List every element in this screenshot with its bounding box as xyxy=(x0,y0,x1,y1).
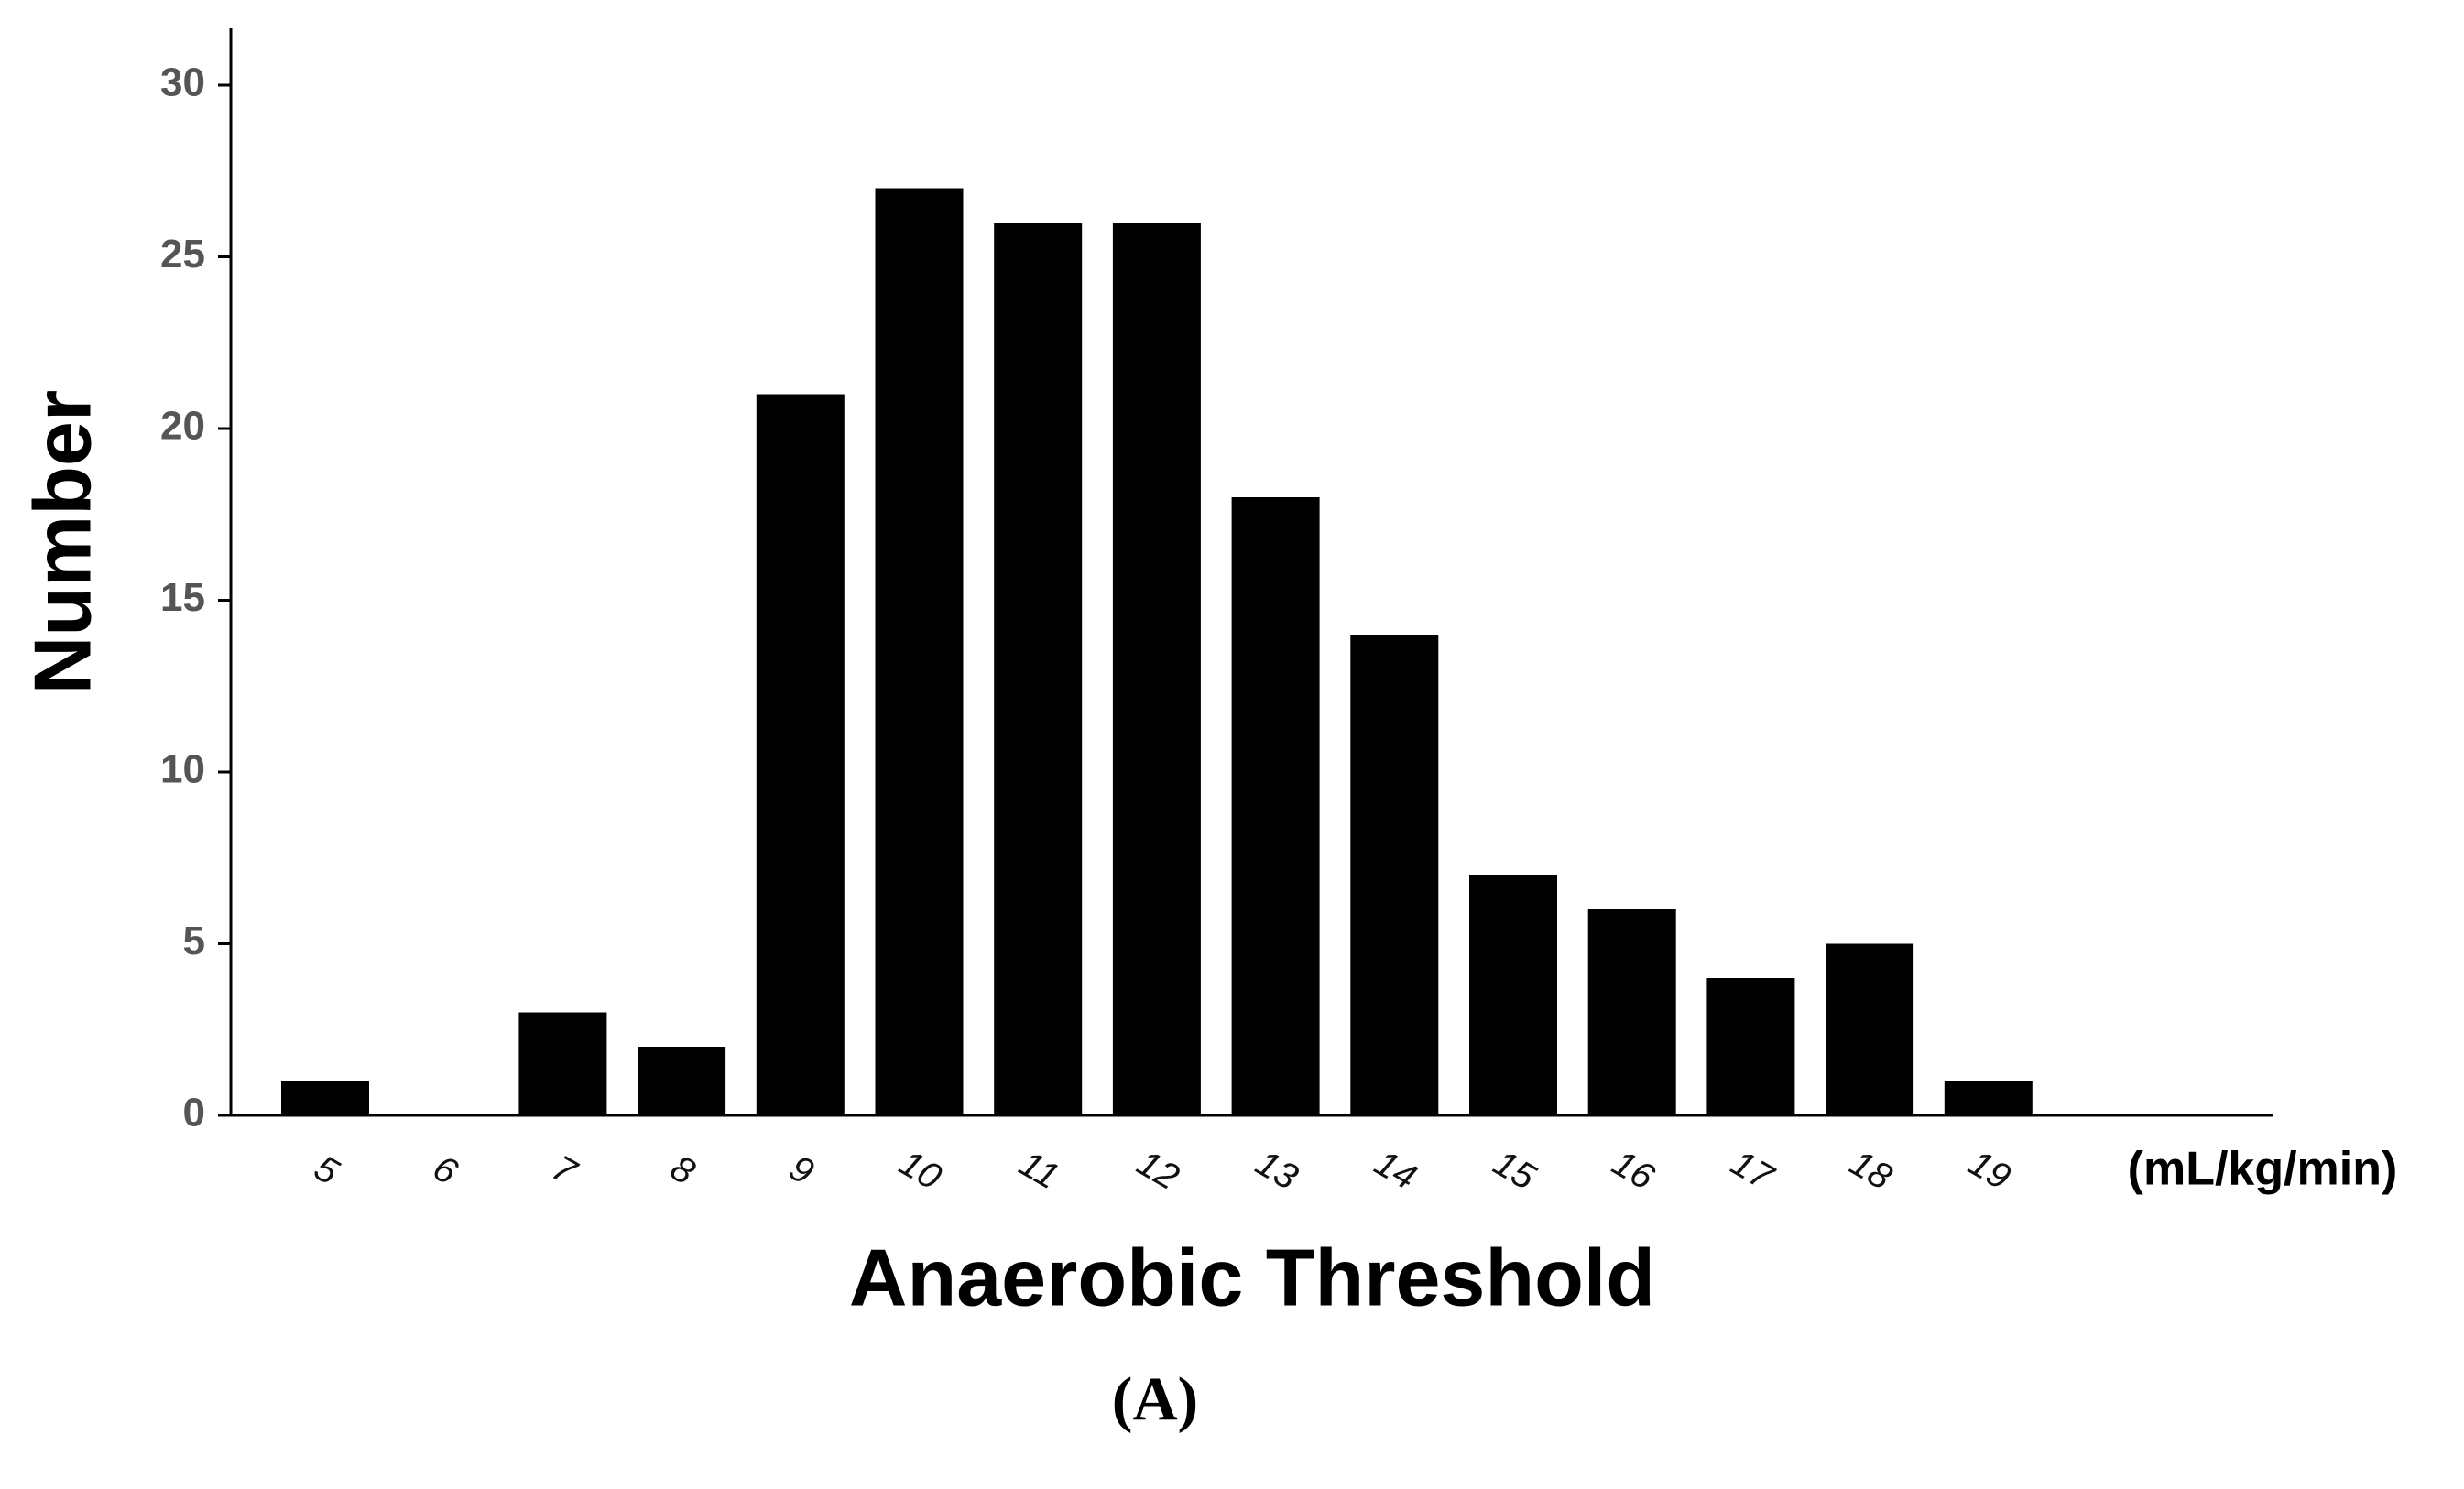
y-tick-label: 10 xyxy=(160,747,205,792)
bar xyxy=(1944,1081,2033,1115)
x-tick-label: 12 xyxy=(1130,1143,1186,1198)
y-tick-label: 15 xyxy=(160,575,205,620)
x-tick-label: 8 xyxy=(664,1147,703,1193)
x-tick-label: 6 xyxy=(426,1147,464,1193)
x-tick-label: 15 xyxy=(1487,1143,1543,1199)
y-tick-label: 20 xyxy=(160,404,205,449)
bar xyxy=(1350,635,1439,1115)
y-tick-label: 5 xyxy=(183,918,205,963)
bar xyxy=(1112,223,1201,1115)
bar xyxy=(875,188,964,1115)
x-tick-label: 16 xyxy=(1606,1143,1662,1199)
bar xyxy=(518,1012,607,1115)
bar xyxy=(638,1047,726,1115)
bar xyxy=(1706,978,1795,1115)
bar xyxy=(1826,943,1914,1115)
bar xyxy=(1231,497,1320,1115)
x-tick-label: 14 xyxy=(1368,1143,1423,1198)
y-tick-label: 0 xyxy=(183,1091,205,1136)
bar xyxy=(281,1081,369,1115)
y-axis-title: Number xyxy=(16,390,107,695)
x-tick-label: 5 xyxy=(308,1147,346,1193)
x-tick-label: 19 xyxy=(1962,1143,2018,1198)
y-tick-label: 25 xyxy=(160,232,205,277)
x-tick-label: 11 xyxy=(1012,1143,1065,1197)
x-tick-label: 7 xyxy=(545,1147,584,1193)
x-unit: (mL/kg/min) xyxy=(2128,1143,2398,1196)
bar xyxy=(1587,909,1676,1115)
caption: (A) xyxy=(1112,1364,1198,1434)
x-tick-label: 10 xyxy=(892,1143,948,1198)
x-tick-label: 18 xyxy=(1843,1143,1899,1199)
x-tick-label: 17 xyxy=(1724,1143,1781,1199)
x-axis-title: Anaerobic Threshold xyxy=(849,1232,1655,1322)
bar xyxy=(994,223,1083,1115)
x-tick-label: 13 xyxy=(1249,1143,1305,1198)
y-tick-label: 30 xyxy=(160,60,205,105)
x-tick-label: 9 xyxy=(782,1147,820,1192)
bar xyxy=(756,394,845,1115)
bar xyxy=(1469,875,1557,1115)
